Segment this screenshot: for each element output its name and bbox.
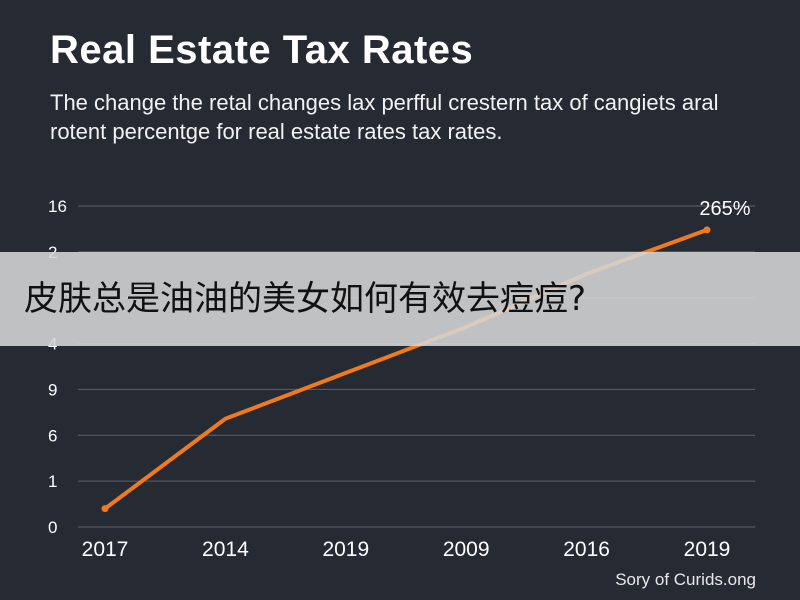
annotation-label: 265% [699,198,750,220]
data-point [703,226,711,234]
overlay-banner-text: 皮肤总是油油的美女如何有效去痘痘? [24,279,587,319]
chart-title: Real Estate Tax Rates [50,28,474,72]
annotations: 265% [699,198,750,220]
x-tick-label: 2009 [443,538,490,561]
y-axis-ticks: 16249610 [48,197,67,537]
chart-subtitle: The change the retal changes lax perfful… [50,90,719,144]
data-point [101,505,109,513]
y-tick-label: 9 [48,380,57,399]
x-tick-label: 2019 [684,538,731,561]
source-credit: Sory of Curids.ong [615,570,756,589]
y-tick-label: 0 [48,518,57,537]
y-tick-label: 1 [48,472,57,491]
y-tick-label: 16 [48,197,67,216]
x-axis-ticks: 2017 2014 2019 2009 2016 2019 [82,538,731,561]
x-tick-label: 2016 [563,538,610,561]
x-tick-label: 2014 [202,538,249,561]
x-tick-label: 2019 [322,538,369,561]
y-tick-label: 6 [48,426,57,445]
overlay-banner: 皮肤总是油油的美女如何有效去痘痘? [0,252,800,346]
x-tick-label: 2017 [82,538,129,561]
